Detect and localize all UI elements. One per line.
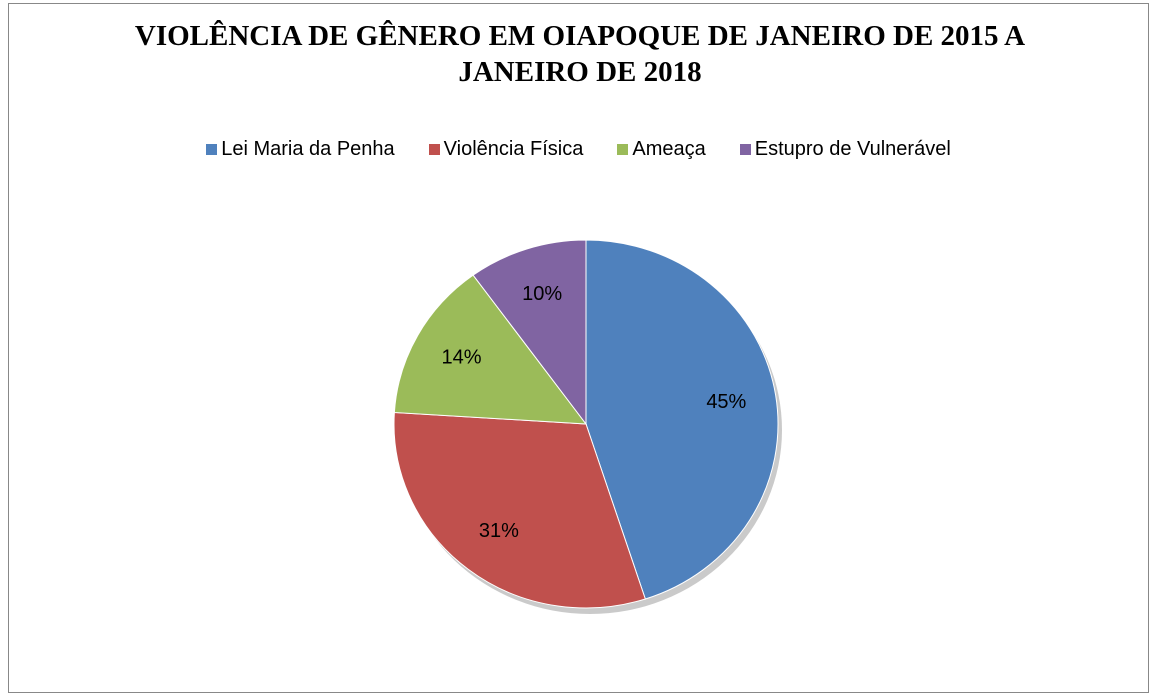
chart: 45% 31% 14% 10% bbox=[393, 239, 782, 614]
legend-item: Ameaça bbox=[617, 138, 706, 161]
legend-swatch bbox=[739, 144, 751, 155]
pie-slice bbox=[585, 239, 779, 600]
data-label: 45% bbox=[706, 391, 746, 413]
legend: Lei Maria da Penha Violência Física Ameaça… bbox=[0, 138, 1157, 161]
legend-item: Violência Física bbox=[428, 138, 584, 161]
legend-swatch bbox=[428, 144, 440, 155]
legend-label: Violência Física bbox=[443, 138, 584, 160]
pie-slice bbox=[472, 239, 587, 426]
data-label: 10% bbox=[522, 283, 562, 305]
legend-swatch bbox=[206, 144, 218, 155]
legend-label: Ameaça bbox=[632, 138, 706, 160]
page: VIOLÊNCIA DE GÊNERO EM OIAPOQUE DE JANEI… bbox=[0, 3, 1157, 693]
legend-label: Estupro de Vulnerável bbox=[754, 138, 951, 160]
legend-swatch bbox=[617, 144, 629, 155]
pie-slice bbox=[393, 411, 646, 609]
legend-label: Lei Maria da Penha bbox=[221, 138, 395, 160]
legend-item: Estupro de Vulnerável bbox=[739, 138, 951, 161]
chart-title: VIOLÊNCIA DE GÊNERO EM OIAPOQUE DE JANEI… bbox=[134, 20, 1026, 88]
data-label: 31% bbox=[479, 520, 519, 542]
pie-slice bbox=[393, 274, 588, 425]
legend-item: Lei Maria da Penha bbox=[206, 138, 395, 161]
data-label: 14% bbox=[441, 347, 481, 369]
